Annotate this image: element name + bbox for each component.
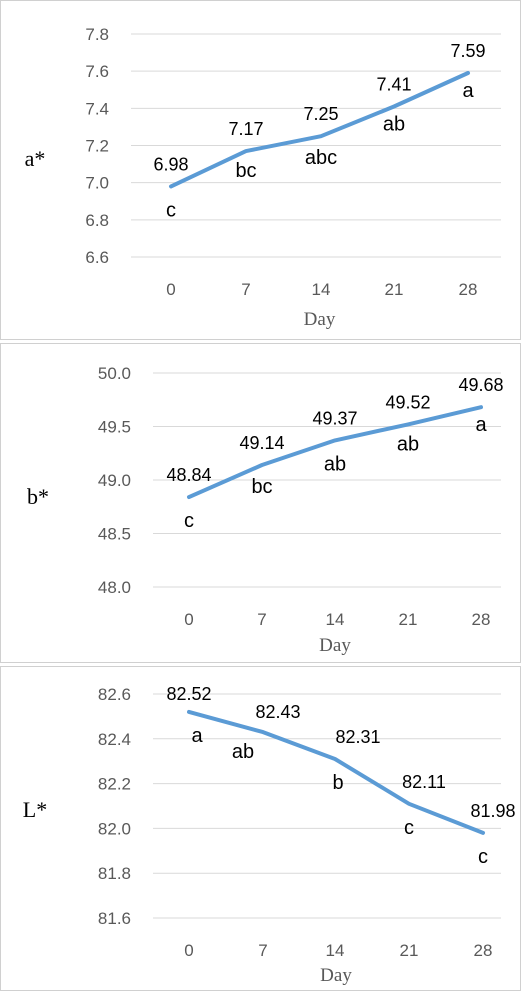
- data-label: 82.43: [255, 702, 300, 722]
- x-tick-label: 7: [241, 280, 250, 299]
- y-tick-label: 82.6: [98, 685, 131, 704]
- chart-a-star: 6.6 6.8 7.0 7.2 7.4 7.6 7.8 0 7 14 21 28 Day a* 6.98 c 7…: [25, 25, 501, 330]
- significance-letter: bc: [235, 160, 256, 182]
- y-tick-label: 7.6: [85, 62, 109, 81]
- y-tick-label: 49.5: [98, 418, 131, 437]
- data-label: 49.37: [312, 408, 357, 428]
- significance-letter: abc: [305, 147, 337, 169]
- significance-letter: ab: [383, 113, 405, 135]
- significance-letter: a: [462, 80, 474, 102]
- data-label: 48.84: [166, 465, 211, 485]
- x-tick-label: 7: [257, 610, 266, 629]
- x-tick-label: 21: [400, 941, 419, 960]
- x-tick-label: 0: [184, 941, 193, 960]
- significance-letter: ab: [232, 741, 254, 763]
- data-label: 7.59: [450, 41, 485, 61]
- y-tick-label: 6.6: [85, 248, 109, 267]
- x-axis-title: Day: [320, 965, 352, 986]
- x-tick-label: 21: [385, 280, 404, 299]
- y-tick-label: 50.0: [98, 364, 131, 383]
- x-tick-label: 28: [459, 280, 478, 299]
- x-tick-label: 21: [399, 610, 418, 629]
- data-label: 82.52: [166, 684, 211, 704]
- significance-letter: c: [478, 846, 488, 868]
- y-tick-label: 48.0: [98, 578, 131, 597]
- y-tick-label: 7.0: [85, 174, 109, 193]
- y-tick-label: 82.2: [98, 775, 131, 794]
- y-tick-label: 7.8: [85, 25, 109, 44]
- significance-letter: b: [332, 772, 343, 794]
- chart-panel-b: 48.0 48.5 49.0 49.5 50.0 0 7 14 21 28 Day b* 48.84 c 4…: [0, 343, 521, 663]
- data-label: 49.68: [458, 375, 503, 395]
- x-tick-label: 0: [184, 610, 193, 629]
- data-label: 81.98: [470, 801, 515, 821]
- chart-panel-l: 81.6 81.8 82.0 82.2 82.4 82.6 0 7 14 21 28 Day L* 82.…: [0, 666, 521, 991]
- significance-letter: ab: [324, 453, 346, 475]
- y-tick-label: 81.6: [98, 909, 131, 928]
- x-tick-label: 14: [326, 941, 345, 960]
- x-tick-label: 7: [258, 941, 267, 960]
- chart-l-star: 81.6 81.8 82.0 82.2 82.4 82.6 0 7 14 21 28 Day L* 82.…: [23, 684, 516, 986]
- significance-letter: bc: [251, 476, 272, 498]
- significance-letter: c: [404, 817, 414, 839]
- data-label: 7.25: [303, 104, 338, 124]
- y-axis-title: L*: [23, 797, 47, 822]
- x-tick-label: 28: [472, 610, 491, 629]
- y-tick-label: 7.2: [85, 137, 109, 156]
- data-label: 82.31: [335, 727, 380, 747]
- x-tick-label: 0: [166, 280, 175, 299]
- data-label: 49.14: [239, 433, 284, 453]
- series-line: [187, 709, 485, 835]
- chart-panel-a: 6.6 6.8 7.0 7.2 7.4 7.6 7.8 0 7 14 21 28 Day a* 6.98 c 7…: [0, 0, 521, 340]
- y-tick-label: 82.4: [98, 730, 131, 749]
- data-label: 7.17: [228, 119, 263, 139]
- x-axis-title: Day: [319, 635, 351, 656]
- y-tick-label: 49.0: [98, 471, 131, 490]
- significance-letter: ab: [397, 433, 419, 455]
- y-axis-title: b*: [27, 484, 49, 509]
- y-tick-label: 81.8: [98, 864, 131, 883]
- significance-letter: c: [166, 199, 176, 221]
- significance-letter: a: [191, 725, 203, 747]
- y-tick-label: 82.0: [98, 819, 131, 838]
- data-label: 7.41: [376, 74, 411, 94]
- y-tick-label: 6.8: [85, 211, 109, 230]
- significance-letter: a: [475, 414, 487, 436]
- series-line: [169, 71, 470, 189]
- x-tick-label: 14: [326, 610, 345, 629]
- data-label: 82.11: [402, 772, 446, 792]
- data-label: 6.98: [153, 154, 188, 174]
- y-tick-label: 48.5: [98, 525, 131, 544]
- x-axis-title: Day: [304, 309, 336, 330]
- x-tick-label: 28: [474, 941, 493, 960]
- y-tick-label: 7.4: [85, 99, 109, 118]
- data-label: 49.52: [385, 392, 430, 412]
- significance-letter: c: [184, 510, 194, 532]
- series-line: [187, 405, 483, 500]
- chart-b-star: 48.0 48.5 49.0 49.5 50.0 0 7 14 21 28 Day b* 48.84 c 4…: [27, 364, 504, 656]
- x-tick-label: 14: [312, 280, 331, 299]
- y-axis-title: a*: [25, 146, 46, 171]
